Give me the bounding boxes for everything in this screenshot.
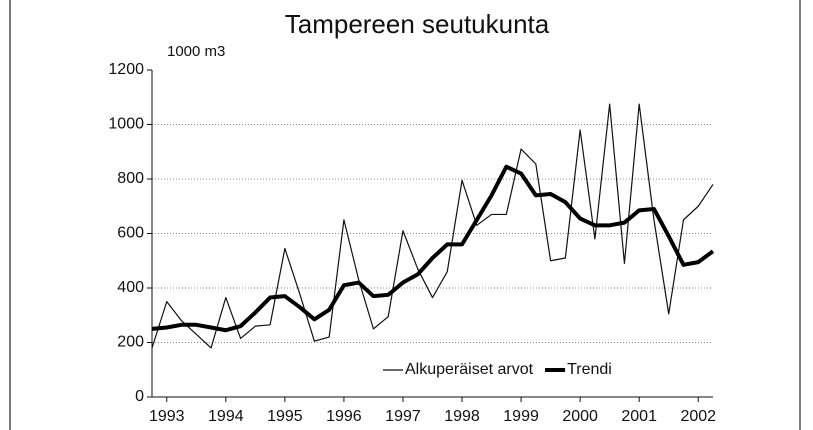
y-tick-label: 400 — [117, 279, 144, 296]
x-tick-label: 1994 — [208, 408, 244, 425]
x-tick-label: 1995 — [267, 408, 303, 425]
series-line — [151, 164, 715, 333]
y-tick-label: 1200 — [108, 61, 144, 78]
legend-label: Trendi — [567, 361, 612, 378]
x-tick-label: 1999 — [503, 408, 539, 425]
x-tick-label: 2000 — [562, 408, 598, 425]
legend-label: Alkuperäiset arvot — [405, 361, 534, 378]
x-tick-label: 1998 — [444, 408, 480, 425]
y-tick-label: 800 — [117, 170, 144, 187]
y-tick-label: 600 — [117, 225, 144, 242]
chart-title: Tampereen seutukunta — [285, 9, 550, 39]
x-tick-label: 2002 — [680, 408, 716, 425]
series-line — [151, 103, 714, 349]
y-tick-label: 0 — [135, 388, 144, 405]
y-tick-label: 1000 — [108, 116, 144, 133]
x-tick-label: 1997 — [385, 408, 421, 425]
x-tick-label: 2001 — [621, 408, 657, 425]
x-tick-label: 1996 — [326, 408, 362, 425]
x-tick-label: 1993 — [149, 408, 185, 425]
y-axis-label: 1000 m3 — [167, 43, 225, 60]
y-tick-label: 200 — [117, 334, 144, 351]
frame — [9, 0, 801, 430]
